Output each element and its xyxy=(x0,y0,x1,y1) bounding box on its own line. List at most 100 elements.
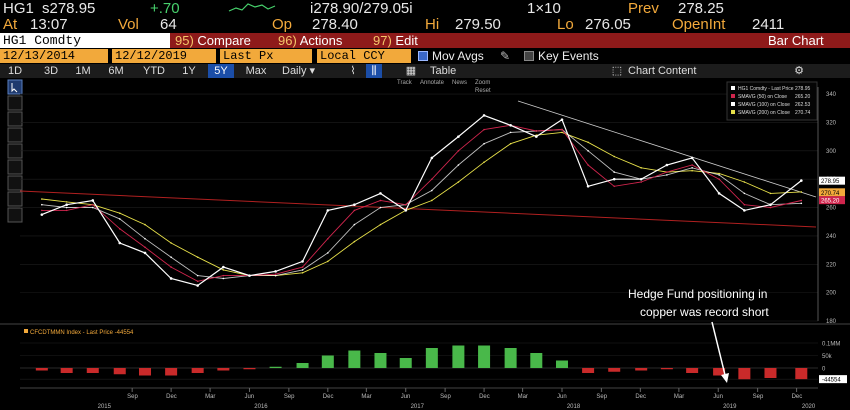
annotation-line-1: Hedge Fund positioning in xyxy=(628,287,767,301)
month-label: Sep xyxy=(596,394,607,400)
price-tag-label: 270.74 xyxy=(821,191,840,197)
reset-button[interactable]: Reset xyxy=(475,88,491,94)
compare-button[interactable]: 95) Compare xyxy=(175,33,251,48)
pen-tool-icon[interactable] xyxy=(7,191,23,207)
price-grid xyxy=(20,93,818,322)
positioning-bars xyxy=(35,345,808,380)
bar-chart-icon[interactable]: ⫼ xyxy=(366,64,382,78)
series-point xyxy=(301,271,304,274)
settings-bar: 12/13/2014 12/12/2019 Last Px Local CCY … xyxy=(0,49,850,63)
positioning-bar xyxy=(243,368,256,370)
gear-icon[interactable]: ⚙ xyxy=(794,65,804,77)
trend-lines xyxy=(19,100,817,228)
series-point xyxy=(65,203,68,207)
series-point xyxy=(800,199,803,202)
range-ytd[interactable]: YTD xyxy=(143,65,165,77)
arrow-head-icon xyxy=(721,373,729,383)
series-point xyxy=(640,167,642,169)
series-point xyxy=(666,174,668,176)
annotate-button[interactable]: Annotate xyxy=(420,80,445,86)
series-point xyxy=(483,142,485,145)
end-date-field[interactable]: 12/12/2019 xyxy=(112,49,216,63)
annotation-arrow xyxy=(711,321,727,380)
chevron-down-icon: ▾ xyxy=(309,65,316,77)
positioning-bar xyxy=(113,368,126,375)
series-point xyxy=(379,223,382,226)
series-point xyxy=(41,203,43,206)
range-6m[interactable]: 6M xyxy=(108,65,124,77)
price-tags: 278.95 270.74 265.20 xyxy=(819,176,845,205)
track-button[interactable]: Track xyxy=(397,80,413,86)
legend-swatch xyxy=(731,102,735,106)
settings-small-icon[interactable]: ⬚ xyxy=(611,65,623,77)
series-point xyxy=(222,277,225,280)
series-point xyxy=(457,181,460,183)
legend-value: 278.95 xyxy=(795,86,811,92)
year-label: 2020 xyxy=(802,404,816,410)
line-chart-icon[interactable]: ⌇ xyxy=(350,65,356,77)
series-point xyxy=(404,209,408,212)
bid-ask-size: 1×10 xyxy=(527,0,561,17)
range-1m[interactable]: 1M xyxy=(75,65,91,77)
series-point xyxy=(690,156,694,160)
pencil-icon[interactable]: ✎ xyxy=(500,49,511,63)
table-icon[interactable]: ▦ xyxy=(405,65,417,77)
series-point xyxy=(665,163,669,167)
mov-avgs-toggle[interactable]: Mov Avgs xyxy=(418,49,484,63)
series-point xyxy=(612,177,616,181)
price-tick-label: 200 xyxy=(826,291,837,297)
range-1d[interactable]: 1D xyxy=(7,65,23,77)
edit-button[interactable]: 97) Edit xyxy=(373,33,418,48)
series-point xyxy=(718,174,720,176)
key-events-toggle[interactable]: Key Events xyxy=(524,49,599,63)
series-point xyxy=(65,206,68,209)
series-point xyxy=(379,206,382,209)
positioning-tick-label: 50k xyxy=(822,354,833,360)
series-point xyxy=(326,209,330,212)
line-tool-icon[interactable] xyxy=(7,95,23,111)
series-point xyxy=(301,260,304,263)
fib-tool-icon[interactable] xyxy=(7,127,23,143)
price-y-axis: 180200220240260280300320340 xyxy=(817,87,837,325)
range-3d[interactable]: 3D xyxy=(43,65,59,77)
actions-button[interactable]: 96) Actions xyxy=(278,33,342,48)
month-label: Mar xyxy=(205,394,215,400)
range-5y[interactable]: 5Y xyxy=(208,64,234,78)
positioning-bar xyxy=(582,368,595,373)
news-button[interactable]: News xyxy=(452,80,467,86)
month-label: Dec xyxy=(479,394,490,400)
currency-select[interactable]: Local CCY xyxy=(317,49,411,63)
mov-avgs-label: Mov Avgs xyxy=(432,49,484,63)
cursor-tool-icon[interactable] xyxy=(7,79,23,95)
start-date-field[interactable]: 12/13/2014 xyxy=(0,49,108,63)
annotation-tool-icon[interactable] xyxy=(7,111,23,127)
positioning-bar xyxy=(60,368,73,373)
range-1y[interactable]: 1Y xyxy=(182,65,196,77)
range-max[interactable]: Max xyxy=(245,65,267,77)
last-price: s278.95 xyxy=(42,0,96,17)
text-tool-icon[interactable] xyxy=(7,207,23,223)
series-point xyxy=(274,270,277,273)
series-point xyxy=(144,223,146,226)
positioning-bar xyxy=(399,358,412,368)
month-label: Dec xyxy=(166,394,177,400)
arrow-tool-icon[interactable] xyxy=(7,175,23,191)
shape-tool-icon[interactable] xyxy=(7,159,23,175)
table-button[interactable]: Table xyxy=(430,65,457,77)
price-field-select[interactable]: Last Px xyxy=(220,49,312,63)
series-point xyxy=(41,209,43,212)
series-point xyxy=(353,209,356,212)
security-input[interactable]: HG1 Comdty xyxy=(0,33,170,48)
positioning-bar xyxy=(35,368,48,371)
resistance-trendline xyxy=(517,100,817,198)
month-label: Sep xyxy=(440,394,451,400)
zoom-button[interactable]: Zoom xyxy=(475,80,490,86)
series-point xyxy=(587,150,589,152)
series-point xyxy=(800,191,803,193)
channel-tool-icon[interactable] xyxy=(7,143,23,159)
chart-content-button[interactable]: Chart Content xyxy=(628,65,697,77)
series-point xyxy=(718,172,720,175)
series-point xyxy=(196,284,199,287)
edit-number: 97) xyxy=(373,33,392,48)
period-select[interactable]: Daily ▾ xyxy=(282,64,332,78)
